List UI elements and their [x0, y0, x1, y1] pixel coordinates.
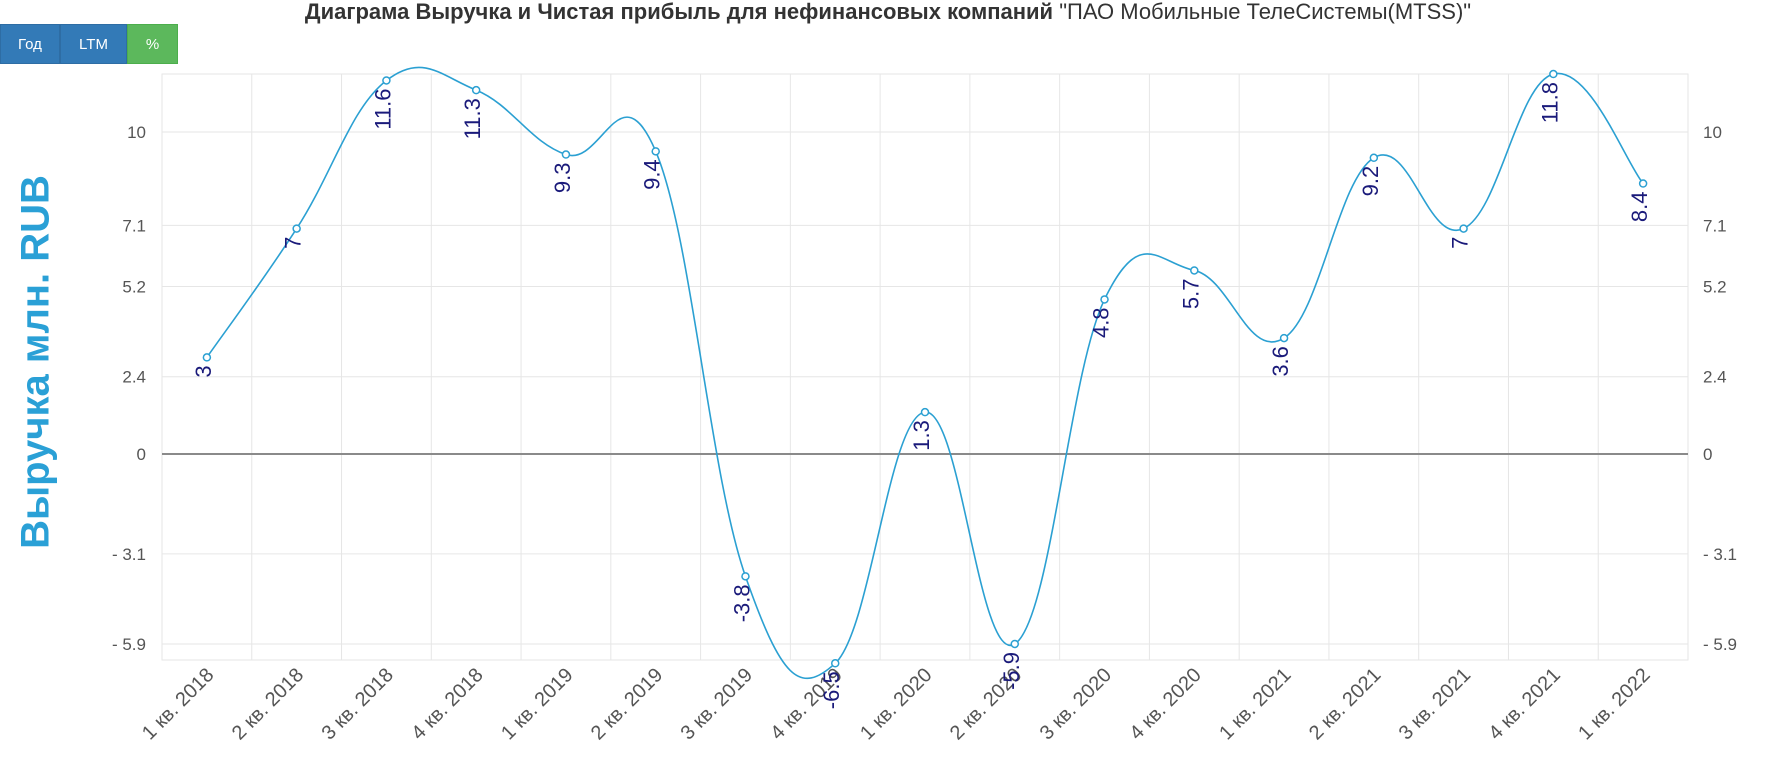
data-label: 1.3: [909, 420, 934, 451]
y-tick-label-right: 7.1: [1703, 216, 1727, 235]
chart-title: Диаграма Выручка и Чистая прибыль для не…: [0, 0, 1776, 24]
data-label: 9.4: [640, 159, 665, 190]
data-label: 9.3: [550, 163, 575, 194]
y-tick-label-left: - 5.9: [112, 635, 146, 654]
y-tick-label-left: 2.4: [122, 368, 146, 387]
x-tick-label: 3 кв. 2019: [677, 664, 757, 744]
data-point: [1459, 224, 1468, 233]
y-tick-label-right: - 3.1: [1703, 545, 1737, 564]
data-label: 7: [281, 237, 306, 249]
x-tick-label: 1 кв. 2022: [1574, 664, 1654, 744]
ltm-button[interactable]: LTM: [60, 24, 127, 64]
x-tick-label: 2 кв. 2021: [1305, 664, 1385, 744]
plot-area: [161, 73, 1689, 661]
data-point: [1190, 266, 1199, 275]
data-label: 3: [191, 365, 216, 377]
y-tick-label-left: 0: [137, 445, 146, 464]
x-tick-label: 1 кв. 2019: [497, 664, 577, 744]
y-tick-label-right: 2.4: [1703, 368, 1727, 387]
y-tick-label-right: 5.2: [1703, 278, 1727, 297]
data-point: [1010, 639, 1020, 649]
data-point: [1100, 295, 1109, 304]
x-tick-label: 4 кв. 2020: [1125, 664, 1205, 744]
y-tick-label-left: - 3.1: [112, 545, 146, 564]
data-point: [920, 407, 930, 417]
data-point: [651, 147, 660, 156]
data-point: [202, 353, 212, 362]
data-label: 11.8: [1537, 82, 1562, 123]
data-point: [382, 76, 391, 85]
y-tick-label-right: - 5.9: [1703, 635, 1737, 654]
x-tick-label: 1 кв. 2020: [856, 664, 936, 744]
data-label: 9.2: [1358, 166, 1383, 197]
data-point: [1279, 333, 1289, 343]
y-tick-label-left: 10: [127, 123, 146, 142]
data-label: -6.5: [819, 671, 844, 709]
x-tick-label: 1 кв. 2021: [1215, 664, 1295, 744]
data-label: 11.6: [370, 88, 395, 129]
data-label: 3.6: [1268, 346, 1293, 377]
x-tick-label: 3 кв. 2021: [1395, 664, 1475, 744]
data-point: [292, 224, 301, 233]
x-tick-label: 1 кв. 2018: [138, 664, 218, 744]
x-tick-label: 2 кв. 2019: [587, 664, 667, 744]
data-point: [1369, 153, 1379, 163]
chart-title-main: Диаграма Выручка и Чистая прибыль для не…: [304, 0, 1054, 24]
data-label: 5.7: [1178, 278, 1203, 309]
x-tick-label: 4 кв. 2021: [1485, 664, 1565, 744]
y-tick-label-left: 7.1: [122, 216, 146, 235]
chart-title-company: "ПАО Мобильные ТелеСистемы(MTSS)": [1059, 0, 1472, 24]
data-label: 8.4: [1627, 192, 1652, 223]
data-point: [1549, 69, 1558, 79]
data-point: [1638, 179, 1648, 188]
data-point: [471, 85, 481, 95]
data-point: [830, 659, 840, 668]
data-label: -5.9: [999, 652, 1024, 690]
x-tick-label: 4 кв. 2018: [407, 664, 487, 744]
data-point: [741, 572, 750, 581]
x-tick-label: 3 кв. 2020: [1036, 664, 1116, 744]
data-point: [561, 150, 571, 159]
y-tick-label-right: 10: [1703, 123, 1722, 142]
data-label: -3.8: [729, 584, 754, 622]
x-tick-label: 3 кв. 2018: [318, 664, 398, 744]
data-label: 11.3: [460, 98, 485, 139]
x-tick-label: 2 кв. 2018: [228, 664, 308, 744]
y-tick-label-left: 5.2: [122, 278, 146, 297]
percent-button[interactable]: %: [127, 24, 178, 64]
mode-button-group: Год LTM %: [0, 24, 178, 64]
data-label: 7: [1448, 237, 1473, 249]
year-button[interactable]: Год: [0, 24, 60, 64]
data-label: 4.8: [1089, 307, 1114, 338]
y-tick-label-right: 0: [1703, 445, 1712, 464]
